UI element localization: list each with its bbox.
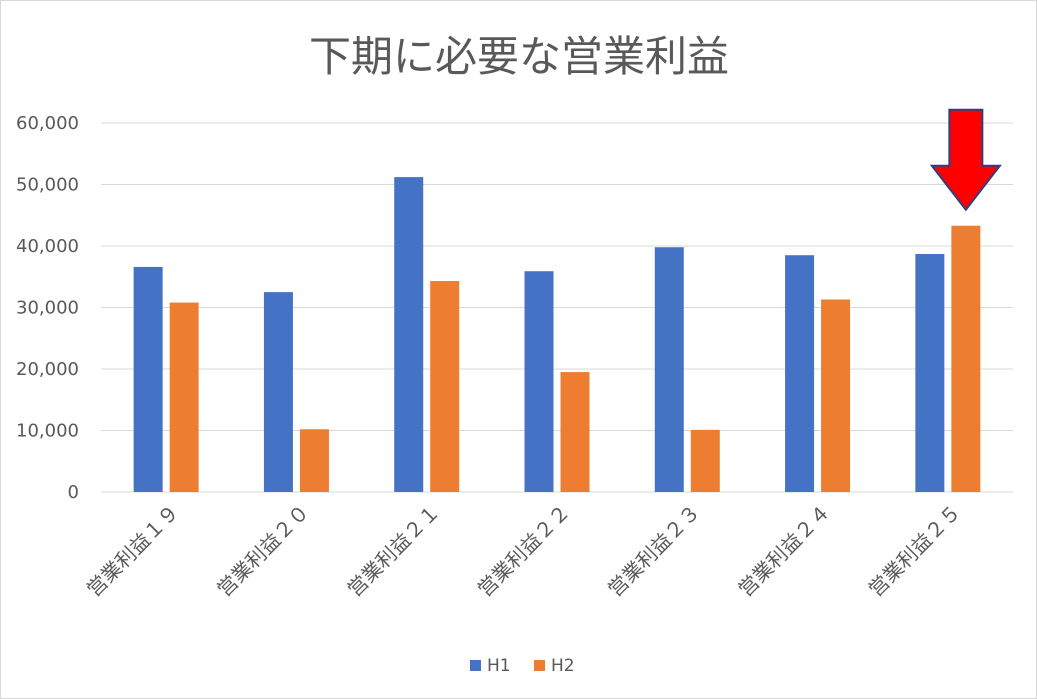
bar-h1-0 [133,266,163,492]
bar-h2-1 [299,429,329,492]
y-tick-label: 20,000 [16,359,79,380]
y-tick-label: 0 [68,482,79,503]
x-category-label: 営業利益２３ [603,500,705,602]
legend-label: H1 [487,656,511,676]
y-tick-label: 40,000 [16,236,79,257]
x-category-label: 営業利益２１ [342,500,444,602]
legend: H1 H2 [470,656,575,676]
bar-h2-6 [951,225,981,492]
red-down-arrow-icon [929,108,1002,212]
legend-swatch-h1 [470,660,481,671]
x-category-label: 営業利益２０ [212,500,314,602]
bar-h1-1 [263,292,293,492]
annotations [929,108,1002,212]
bar-h2-3 [560,372,590,492]
y-tick-label: 60,000 [16,113,79,134]
bar-h1-3 [524,271,554,492]
bar-h2-5 [821,299,851,492]
legend-swatch-h2 [534,660,545,671]
bars [133,177,981,492]
gridlines [101,122,1013,493]
x-category-label: 営業利益２２ [473,500,575,602]
bar-h1-2 [394,177,424,492]
x-category-label: 営業利益１９ [82,500,184,602]
x-axis-category-labels: 営業利益１９ 営業利益２０ 営業利益２１ 営業利益２２ 営業利益２３ 営業利益２４ 営業利益… [82,500,966,602]
bar-h2-0 [169,302,199,492]
y-tick-label: 10,000 [16,421,79,442]
bar-h1-5 [785,255,815,492]
y-tick-label: 30,000 [16,298,79,319]
bar-h1-4 [654,247,684,492]
legend-label: H2 [551,656,575,676]
y-tick-label: 50,000 [16,175,79,196]
chart-title: 下期に必要な営業利益 [309,32,729,81]
y-axis-tick-labels: 0 10,000 20,000 30,000 40,000 50,000 60,000 [16,113,79,503]
x-category-label: 営業利益２５ [864,500,966,602]
bar-h2-4 [690,429,720,492]
bar-h2-2 [430,281,460,492]
bar-h1-6 [915,253,945,492]
x-category-label: 営業利益２４ [733,500,835,602]
